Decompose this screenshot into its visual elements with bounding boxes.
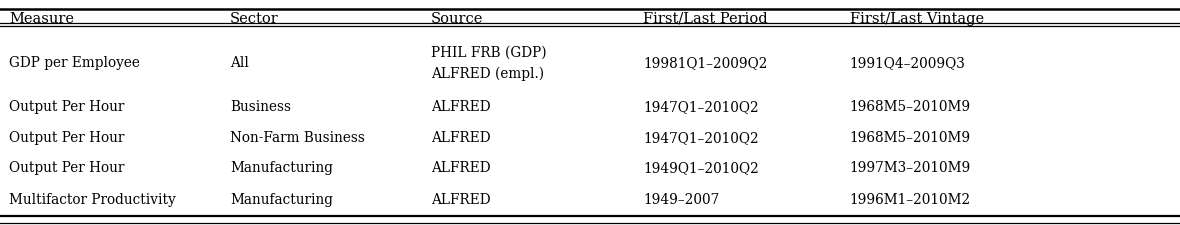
Text: 1997M3–2010M9: 1997M3–2010M9 [850,161,971,175]
Text: ALFRED: ALFRED [431,100,491,114]
Text: Measure: Measure [9,12,74,25]
Text: Multifactor Productivity: Multifactor Productivity [9,192,176,206]
Text: 1947Q1–2010Q2: 1947Q1–2010Q2 [643,100,759,114]
Text: Output Per Hour: Output Per Hour [9,161,125,175]
Text: ALFRED: ALFRED [431,130,491,144]
Text: GDP per Employee: GDP per Employee [9,56,140,70]
Text: Source: Source [431,12,483,25]
Text: PHIL FRB (GDP): PHIL FRB (GDP) [431,46,546,60]
Text: Output Per Hour: Output Per Hour [9,130,125,144]
Text: 1968M5–2010M9: 1968M5–2010M9 [850,130,971,144]
Text: Output Per Hour: Output Per Hour [9,100,125,114]
Text: Manufacturing: Manufacturing [230,161,333,175]
Text: First/Last Vintage: First/Last Vintage [850,12,984,25]
Text: 19981Q1–2009Q2: 19981Q1–2009Q2 [643,56,767,70]
Text: 1996M1–2010M2: 1996M1–2010M2 [850,192,971,206]
Text: Manufacturing: Manufacturing [230,192,333,206]
Text: Business: Business [230,100,291,114]
Text: All: All [230,56,249,70]
Text: Non-Farm Business: Non-Farm Business [230,130,365,144]
Text: 1949Q1–2010Q2: 1949Q1–2010Q2 [643,161,759,175]
Text: ALFRED: ALFRED [431,161,491,175]
Text: Sector: Sector [230,12,278,25]
Text: 1991Q4–2009Q3: 1991Q4–2009Q3 [850,56,965,70]
Text: ALFRED (empl.): ALFRED (empl.) [431,66,544,80]
Text: 1968M5–2010M9: 1968M5–2010M9 [850,100,971,114]
Text: ALFRED: ALFRED [431,192,491,206]
Text: 1949–2007: 1949–2007 [643,192,720,206]
Text: 1947Q1–2010Q2: 1947Q1–2010Q2 [643,130,759,144]
Text: First/Last Period: First/Last Period [643,12,768,25]
